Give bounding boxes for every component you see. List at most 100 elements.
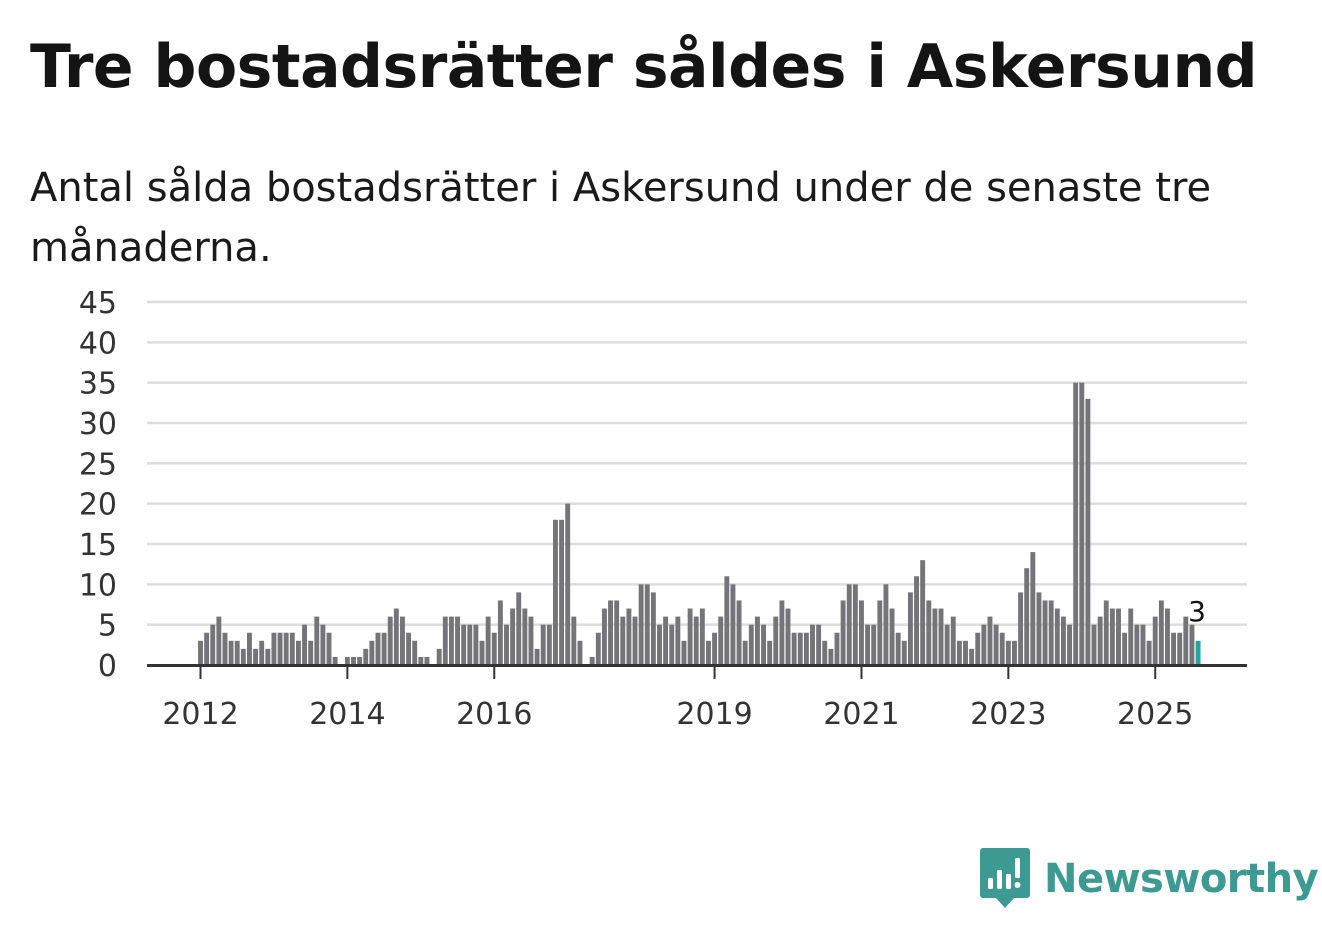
bar (277, 632, 283, 665)
bar (1073, 382, 1079, 665)
bar (956, 640, 962, 665)
bar (314, 616, 320, 665)
bar (1171, 632, 1177, 665)
x-tick-label-2023: 2023 (970, 697, 1046, 732)
bar (491, 632, 497, 665)
bar (308, 640, 314, 665)
x-tick-label-2012: 2012 (162, 697, 238, 732)
bar (963, 640, 968, 665)
bar (840, 600, 846, 665)
bar (1005, 640, 1011, 665)
bar (351, 656, 356, 665)
bar (326, 632, 332, 665)
bar (901, 640, 907, 665)
bar (871, 624, 877, 665)
y-tick-label-20: 20 (79, 488, 117, 523)
x-tick-label-2025: 2025 (1117, 697, 1193, 732)
bar (822, 640, 828, 665)
bar (828, 648, 834, 665)
bar (259, 640, 265, 665)
bar (516, 592, 522, 665)
bar (497, 600, 503, 665)
bar (393, 608, 399, 665)
bar (608, 600, 613, 665)
bar (883, 584, 889, 665)
y-tick-label-45: 45 (79, 286, 117, 321)
bar (1140, 624, 1146, 665)
bar (418, 656, 424, 665)
y-tick-label-35: 35 (79, 367, 117, 402)
y-tick-label-5: 5 (98, 609, 117, 644)
bar (1079, 382, 1085, 665)
y-axis-ticks: 0 5 10 15 20 25 30 35 40 45 (79, 286, 117, 684)
y-tick-label-10: 10 (79, 568, 117, 603)
bar (1060, 616, 1066, 665)
bar (1152, 616, 1158, 665)
bar (1189, 624, 1195, 665)
bar (1128, 608, 1134, 665)
bar (932, 608, 938, 665)
bar (1036, 592, 1042, 665)
bar (773, 616, 779, 665)
bar (595, 632, 601, 665)
bar (938, 608, 944, 665)
bar (852, 584, 858, 665)
bar (632, 616, 638, 665)
bar (479, 640, 485, 665)
bar (571, 616, 577, 665)
bar (589, 656, 595, 665)
bar (473, 624, 479, 665)
bar (926, 600, 932, 665)
bar (1024, 568, 1030, 665)
bar (730, 584, 736, 665)
bar (969, 648, 975, 665)
x-tick-label-2021: 2021 (823, 697, 899, 732)
bar (400, 616, 405, 665)
bar (834, 632, 840, 665)
bar (681, 640, 687, 665)
bar (1109, 608, 1115, 665)
bar (914, 576, 919, 665)
bar (663, 616, 669, 665)
bar (620, 616, 626, 665)
y-tick-label-0: 0 (98, 649, 117, 684)
bar (779, 600, 785, 665)
bar (442, 616, 448, 665)
bar (1165, 608, 1170, 665)
bar (344, 656, 350, 665)
bar (712, 632, 718, 665)
bar (865, 624, 871, 665)
chart-subtitle: Antal sålda bostadsrätter i Askersund un… (30, 165, 1212, 271)
bar-chart-badge-icon (980, 848, 1030, 908)
bar (846, 584, 852, 665)
newsworthy-logo: Newsworthy (980, 848, 1319, 910)
bar (706, 640, 711, 665)
x-tick-label-2016: 2016 (456, 697, 532, 732)
bar (198, 640, 203, 665)
bar (895, 632, 901, 665)
bar (253, 648, 259, 665)
bar (1048, 600, 1054, 665)
bar (797, 632, 803, 665)
bar (381, 632, 387, 665)
bar (271, 632, 277, 665)
bar (950, 616, 956, 665)
bar (742, 640, 748, 665)
bar (614, 600, 620, 665)
bar (1122, 632, 1128, 665)
y-tick-label-25: 25 (79, 447, 117, 482)
bar (1012, 640, 1017, 665)
bar (222, 632, 228, 665)
bar (999, 632, 1005, 665)
x-tick-label-2014: 2014 (309, 697, 385, 732)
bar (528, 616, 534, 665)
bar (406, 632, 412, 665)
bar (601, 608, 607, 665)
bar (540, 624, 546, 665)
bar (736, 600, 742, 665)
bar (944, 624, 950, 665)
bar (626, 608, 632, 665)
bar (1116, 608, 1121, 665)
bar (761, 624, 766, 665)
